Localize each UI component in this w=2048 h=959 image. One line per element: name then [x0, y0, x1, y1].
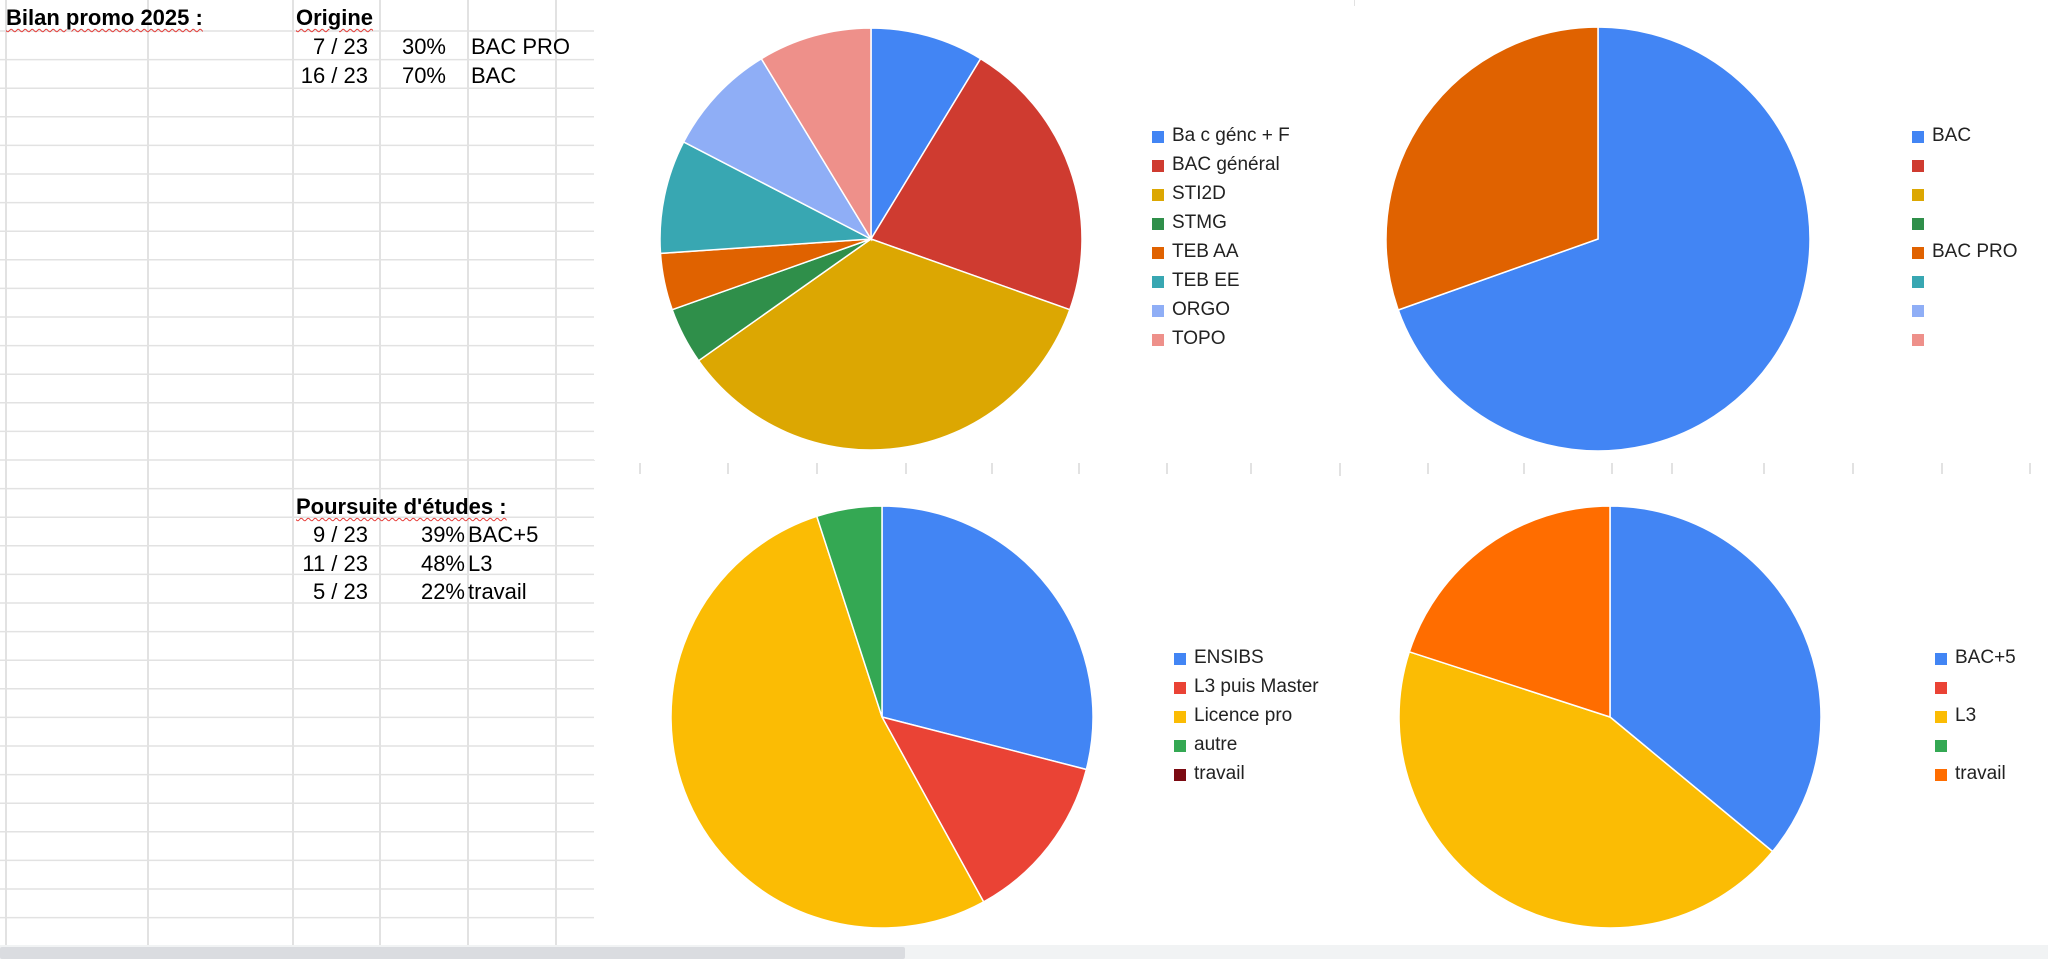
origin-pie-chart[interactable]: BAC BAC PRO: [1355, 0, 2048, 460]
legend-label: STI2D: [1172, 183, 1226, 204]
legend-label: BAC PRO: [1932, 241, 2018, 262]
pie-slice[interactable]: [1397, 26, 1811, 452]
pie-slice[interactable]: [870, 27, 982, 242]
legend-label: BAC+5: [1955, 647, 2016, 668]
legend-label: Ba c génc + F: [1172, 125, 1290, 146]
legend-swatch: [1935, 711, 1947, 723]
continuation-detail-pie-chart[interactable]: ENSIBS L3 puis Master Licence pro autre trav…: [594, 474, 1324, 945]
legend-swatch: [1174, 740, 1186, 752]
continuation-count: 11 / 23: [302, 551, 368, 576]
legend-swatch: [1912, 218, 1924, 230]
pie-slice[interactable]: [869, 57, 1083, 311]
pie-slice[interactable]: [760, 27, 872, 242]
pie-slice[interactable]: [1609, 505, 1822, 853]
continuation-label: L3: [468, 551, 493, 576]
legend-label: ORGO: [1172, 299, 1231, 320]
legend-swatch: [1935, 682, 1947, 694]
legend-label: TOPO: [1172, 328, 1226, 349]
legend-swatch: [1935, 653, 1947, 665]
origin-detail-pie-chart[interactable]: Ba c génc + F BAC général STI2D STMG TEB AA T…: [594, 0, 1324, 460]
pie-slice[interactable]: [697, 238, 1071, 451]
chart-legend: BAC+5 L3 travail: [1935, 646, 2048, 786]
legend-swatch: [1912, 276, 1924, 288]
legend-swatch: [1152, 160, 1164, 172]
legend-swatch: [1152, 276, 1164, 288]
continuation-label: BAC+5: [468, 522, 539, 547]
scrollbar-thumb[interactable]: [0, 947, 905, 959]
legend-label: BAC: [1932, 125, 1972, 146]
chart-legend: ENSIBS L3 puis Master Licence pro autre trav…: [1174, 646, 1324, 786]
pie-slice[interactable]: [1398, 650, 1774, 929]
continuation-count: 5 / 23: [312, 579, 368, 604]
legend-label: BAC général: [1172, 154, 1280, 175]
chart-legend: BAC BAC PRO: [1912, 124, 2048, 364]
pie-slice[interactable]: [1408, 505, 1611, 719]
legend-swatch: [1174, 769, 1186, 781]
pie-slice[interactable]: [881, 505, 1094, 771]
origin-pct: 30%: [401, 34, 446, 59]
pie-svg: [1385, 26, 1811, 452]
legend-swatch: [1152, 189, 1164, 201]
legend-swatch: [1912, 131, 1924, 143]
chart-legend: Ba c génc + F BAC général STI2D STMG TEB AA T…: [1152, 124, 1322, 364]
legend-label: travail: [1955, 763, 2006, 784]
legend-swatch: [1174, 653, 1186, 665]
legend-swatch: [1935, 769, 1947, 781]
legend-label: TEB AA: [1172, 241, 1239, 262]
pie-slice[interactable]: [880, 715, 1088, 903]
legend-label: L3: [1955, 705, 1977, 726]
legend-swatch: [1935, 740, 1947, 752]
pie-slice[interactable]: [1385, 26, 1599, 311]
origin-label: BAC PRO: [471, 34, 571, 59]
pie-slice[interactable]: [682, 57, 874, 241]
legend-swatch: [1152, 334, 1164, 346]
continuation-header: Poursuite d'études :: [296, 494, 507, 519]
summary-title: Bilan promo 2025 :: [6, 5, 203, 30]
legend-label: STMG: [1172, 212, 1227, 233]
legend-swatch: [1174, 711, 1186, 723]
legend-swatch: [1174, 682, 1186, 694]
legend-swatch: [1912, 305, 1924, 317]
origin-count: 16 / 23: [300, 63, 368, 88]
pie-svg: [1398, 505, 1822, 929]
origin-label: BAC: [471, 63, 517, 88]
continuation-pct: 48%: [420, 551, 465, 576]
continuation-count: 9 / 23: [312, 522, 368, 547]
legend-label: travail: [1194, 763, 1245, 784]
legend-label: TEB EE: [1172, 270, 1240, 291]
legend-swatch: [1912, 247, 1924, 259]
continuation-pct: 22%: [420, 579, 465, 604]
pie-svg: [659, 27, 1083, 451]
continuation-label: travail: [468, 579, 527, 604]
legend-label: L3 puis Master: [1194, 676, 1319, 697]
pie-slice[interactable]: [670, 515, 985, 929]
legend-swatch: [1152, 247, 1164, 259]
continuation-pct: 39%: [420, 522, 465, 547]
origin-count: 7 / 23: [312, 34, 368, 59]
origin-pct: 70%: [401, 63, 446, 88]
legend-swatch: [1152, 131, 1164, 143]
continuation-pie-chart[interactable]: BAC+5 L3 travail: [1355, 474, 2048, 945]
legend-label: ENSIBS: [1194, 647, 1264, 668]
legend-swatch: [1912, 189, 1924, 201]
pie-slice[interactable]: [815, 505, 883, 718]
pie-slice[interactable]: [659, 140, 874, 255]
pie-svg: [670, 505, 1094, 929]
legend-swatch: [1912, 334, 1924, 346]
legend-label: autre: [1194, 734, 1238, 755]
legend-swatch: [1152, 305, 1164, 317]
legend-swatch: [1152, 218, 1164, 230]
legend-swatch: [1912, 160, 1924, 172]
legend-label: Licence pro: [1194, 705, 1293, 726]
origin-header: Origine: [296, 5, 374, 30]
